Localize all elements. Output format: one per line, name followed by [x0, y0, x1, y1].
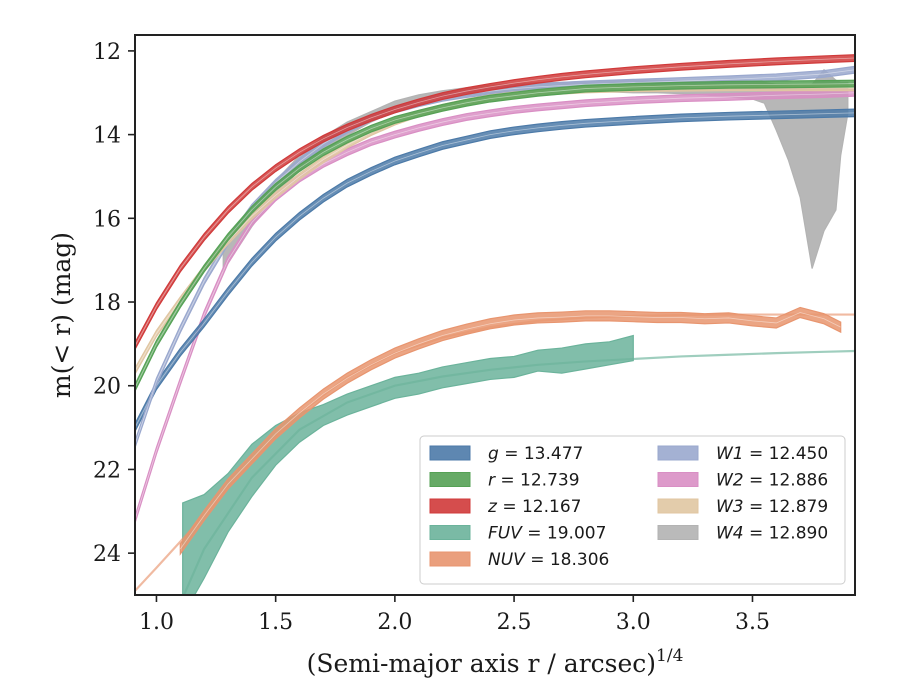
legend-swatch: [657, 525, 699, 540]
x-tick-label: 2.5: [497, 610, 532, 635]
series-r-band: [135, 79, 855, 392]
x-tick-label: 2.0: [377, 610, 412, 635]
series-nuv-centerline: [179, 312, 841, 550]
y-tick-label: 20: [93, 375, 121, 400]
legend-box: [419, 435, 846, 585]
x-axis-label-exponent: 1/4: [656, 646, 683, 666]
legend-item-w3: W3 = 12.879: [657, 497, 828, 517]
legend-swatch: [657, 472, 699, 487]
series-w2-centerline: [135, 92, 855, 520]
x-tick-label: 3.5: [735, 610, 770, 635]
legend-label: W2 = 12.886: [716, 471, 828, 491]
legend-swatch: [429, 445, 471, 461]
legend-label: r = 12.739: [488, 471, 580, 491]
x-tick-label: 1.0: [139, 610, 174, 635]
legend-item-w1: W1 = 12.450: [657, 444, 828, 464]
series-g-band: [135, 108, 855, 432]
legend-item-g: g = 13.477: [429, 444, 583, 464]
y-tick-label: 14: [93, 124, 121, 149]
legend-label: W1 = 12.450: [716, 444, 828, 464]
x-axis-label: (Semi-major axis r / arcsec)1/4: [307, 646, 684, 678]
series-z: [135, 54, 855, 350]
series-z-band: [135, 54, 855, 350]
series-nuv-band: [179, 306, 842, 556]
series-r: [135, 79, 855, 392]
plot-frame: [134, 34, 856, 596]
series-w1-centerline: [135, 69, 855, 445]
y-axis-label: m(< r) (mag): [47, 232, 76, 398]
series-g: [135, 108, 855, 432]
legend-label: NUV = 18.306: [488, 550, 609, 570]
x-axis: 1.0 1.5 2.0 2.5 3.0 3.5: [139, 595, 770, 635]
legend-label: g = 13.477: [488, 444, 583, 464]
series-nuv: [135, 306, 855, 592]
series-fuv: [182, 334, 855, 595]
legend-item-r: r = 12.739: [429, 471, 580, 491]
y-tick-label: 18: [93, 291, 121, 316]
y-axis: 12 14 16 18 20 22 24: [93, 40, 135, 567]
y-tick-label: 16: [93, 207, 121, 232]
series-r-centerline: [135, 83, 855, 389]
y-tick-label: 24: [93, 542, 121, 567]
legend-swatch: [429, 472, 471, 487]
y-tick-label: 12: [93, 40, 121, 65]
legend-label: FUV = 19.007: [488, 524, 606, 544]
y-tick-label: 22: [93, 458, 121, 483]
series-w1-band: [135, 65, 855, 448]
legend-swatch: [429, 498, 471, 514]
series-g-centerline: [135, 112, 855, 428]
legend-swatch: [657, 445, 699, 461]
legend-item-fuv: FUV = 19.007: [429, 524, 606, 544]
legend-label: W4 = 12.890: [716, 524, 828, 544]
x-axis-label-main: (Semi-major axis r / arcsec): [307, 649, 656, 678]
series-w1: [135, 65, 855, 448]
series-layer: [135, 54, 855, 595]
legend-label: W3 = 12.879: [716, 497, 828, 517]
legend-item-nuv: NUV = 18.306: [429, 550, 609, 570]
legend: g = 13.477 r = 12.739 z = 12.167 FUV = 19.0…: [419, 435, 846, 585]
legend-swatch: [657, 498, 699, 514]
legend-swatch: [429, 551, 471, 567]
legend-item-w4: W4 = 12.890: [657, 524, 828, 544]
series-fuv-band: [182, 334, 634, 595]
legend-label: z = 12.167: [487, 497, 581, 517]
x-tick-label: 1.5: [258, 610, 293, 635]
legend-item-z: z = 12.167: [429, 497, 581, 517]
x-tick-label: 3.0: [616, 610, 651, 635]
series-z-centerline: [135, 57, 855, 347]
legend-swatch: [429, 525, 471, 540]
legend-item-w2: W2 = 12.886: [657, 471, 828, 491]
